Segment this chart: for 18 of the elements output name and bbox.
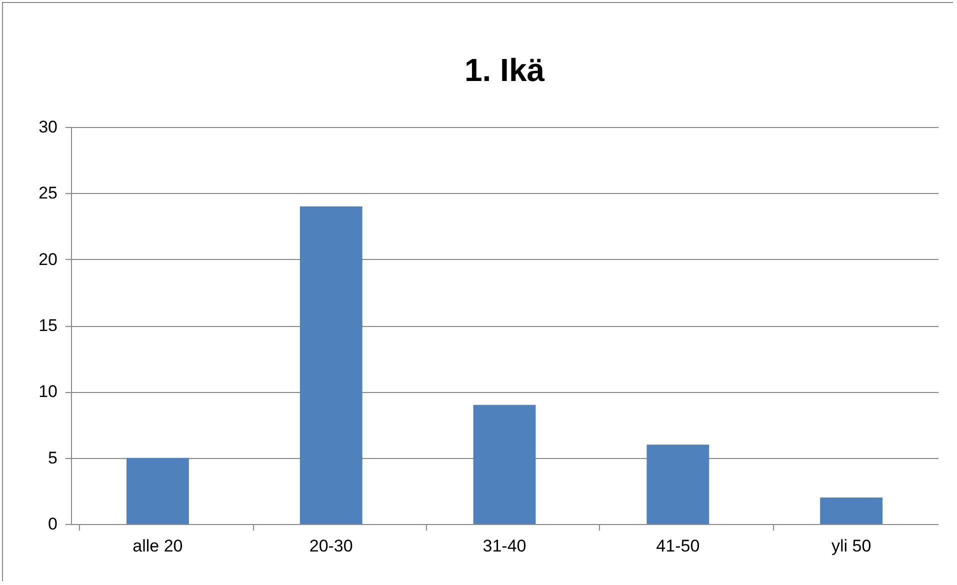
bar [126,458,189,524]
bar [473,404,536,524]
y-tick-label: 15 [38,316,58,335]
bar [820,498,883,524]
x-tick-label: 31-40 [482,536,526,556]
x-tick-label: alle 20 [132,536,183,556]
x-tick-label: 20-30 [309,536,353,556]
y-tick-label: 10 [38,382,58,402]
y-tick-label: 5 [48,448,58,468]
x-tick-label: yli 50 [831,536,872,556]
y-tick-label: 25 [38,184,58,203]
chart-title: 1. Ikä [464,52,545,88]
x-tick-label: 41-50 [656,536,700,556]
bar [300,206,362,524]
y-tick-label: 30 [38,118,58,136]
y-tick-label: 20 [38,250,58,269]
y-tick-label: 0 [48,514,58,534]
bar [646,444,710,524]
